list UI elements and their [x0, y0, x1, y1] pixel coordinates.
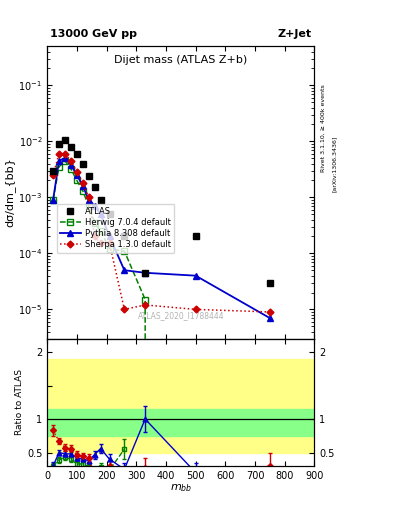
Sherpa 1.3.0 default [143, 302, 147, 308]
Pythia 8.308 default [92, 203, 97, 209]
Pythia 8.308 default [51, 197, 55, 203]
Sherpa 1.3.0 default [75, 169, 79, 175]
Legend: ATLAS, Herwig 7.0.4 default, Pythia 8.308 default, Sherpa 1.3.0 default: ATLAS, Herwig 7.0.4 default, Pythia 8.30… [57, 204, 174, 252]
Herwig 7.0.4 default [62, 158, 67, 164]
ATLAS [75, 151, 79, 157]
Sherpa 1.3.0 default [107, 241, 112, 247]
ATLAS [62, 137, 67, 143]
Bar [47, 359, 314, 453]
Sherpa 1.3.0 default [122, 306, 127, 312]
ATLAS [86, 173, 91, 179]
Bar [47, 396, 314, 442]
Line: ATLAS: ATLAS [50, 137, 273, 286]
Line: Herwig 7.0.4 default: Herwig 7.0.4 default [50, 158, 198, 512]
ATLAS [92, 184, 97, 190]
Pythia 8.308 default [62, 155, 67, 161]
Pythia 8.308 default [57, 158, 61, 164]
Herwig 7.0.4 default [75, 177, 79, 183]
Sherpa 1.3.0 default [57, 151, 61, 157]
Text: Dijet mass (ATLAS Z+b): Dijet mass (ATLAS Z+b) [114, 55, 248, 65]
Pythia 8.308 default [143, 270, 147, 276]
Herwig 7.0.4 default [51, 197, 55, 203]
Sherpa 1.3.0 default [62, 151, 67, 157]
Sherpa 1.3.0 default [193, 306, 198, 312]
X-axis label: $\mathit{m}_{bb}$: $\mathit{m}_{bb}$ [170, 482, 192, 494]
Sherpa 1.3.0 default [92, 233, 97, 240]
Herwig 7.0.4 default [68, 166, 73, 172]
Herwig 7.0.4 default [86, 203, 91, 209]
Y-axis label: dσ/dm_{bb}: dσ/dm_{bb} [4, 158, 15, 227]
Text: Z+Jet: Z+Jet [277, 29, 312, 39]
Herwig 7.0.4 default [98, 228, 103, 234]
ATLAS [122, 233, 127, 240]
Line: Sherpa 1.3.0 default: Sherpa 1.3.0 default [51, 151, 272, 314]
Line: Pythia 8.308 default: Pythia 8.308 default [50, 155, 273, 321]
Bar [47, 409, 314, 436]
ATLAS [81, 161, 85, 167]
Pythia 8.308 default [68, 162, 73, 168]
ATLAS [98, 197, 103, 203]
Herwig 7.0.4 default [107, 246, 112, 252]
Herwig 7.0.4 default [143, 296, 147, 303]
Text: ATLAS_2020_I1788444: ATLAS_2020_I1788444 [138, 311, 224, 320]
ATLAS [107, 211, 112, 217]
Herwig 7.0.4 default [122, 248, 127, 254]
Herwig 7.0.4 default [81, 188, 85, 194]
Text: Rivet 3.1.10, ≥ 400k events: Rivet 3.1.10, ≥ 400k events [320, 84, 325, 172]
Sherpa 1.3.0 default [68, 158, 73, 164]
Sherpa 1.3.0 default [268, 309, 272, 315]
ATLAS [51, 167, 55, 174]
Sherpa 1.3.0 default [98, 241, 103, 247]
Sherpa 1.3.0 default [51, 172, 55, 178]
ATLAS [57, 141, 61, 147]
ATLAS [68, 144, 73, 150]
Herwig 7.0.4 default [92, 220, 97, 226]
Pythia 8.308 default [107, 233, 112, 240]
Pythia 8.308 default [122, 267, 127, 273]
Sherpa 1.3.0 default [86, 194, 91, 200]
Pythia 8.308 default [98, 211, 103, 217]
Text: [arXiv:1306.3436]: [arXiv:1306.3436] [332, 136, 337, 192]
ATLAS [193, 233, 198, 240]
Sherpa 1.3.0 default [81, 180, 85, 186]
Pythia 8.308 default [75, 172, 79, 178]
Pythia 8.308 default [81, 183, 85, 189]
ATLAS [143, 270, 147, 276]
Text: 13000 GeV pp: 13000 GeV pp [50, 29, 137, 39]
Pythia 8.308 default [193, 272, 198, 279]
ATLAS [268, 280, 272, 286]
Pythia 8.308 default [86, 197, 91, 203]
Pythia 8.308 default [268, 315, 272, 321]
Herwig 7.0.4 default [57, 164, 61, 170]
Y-axis label: Ratio to ATLAS: Ratio to ATLAS [15, 369, 24, 435]
